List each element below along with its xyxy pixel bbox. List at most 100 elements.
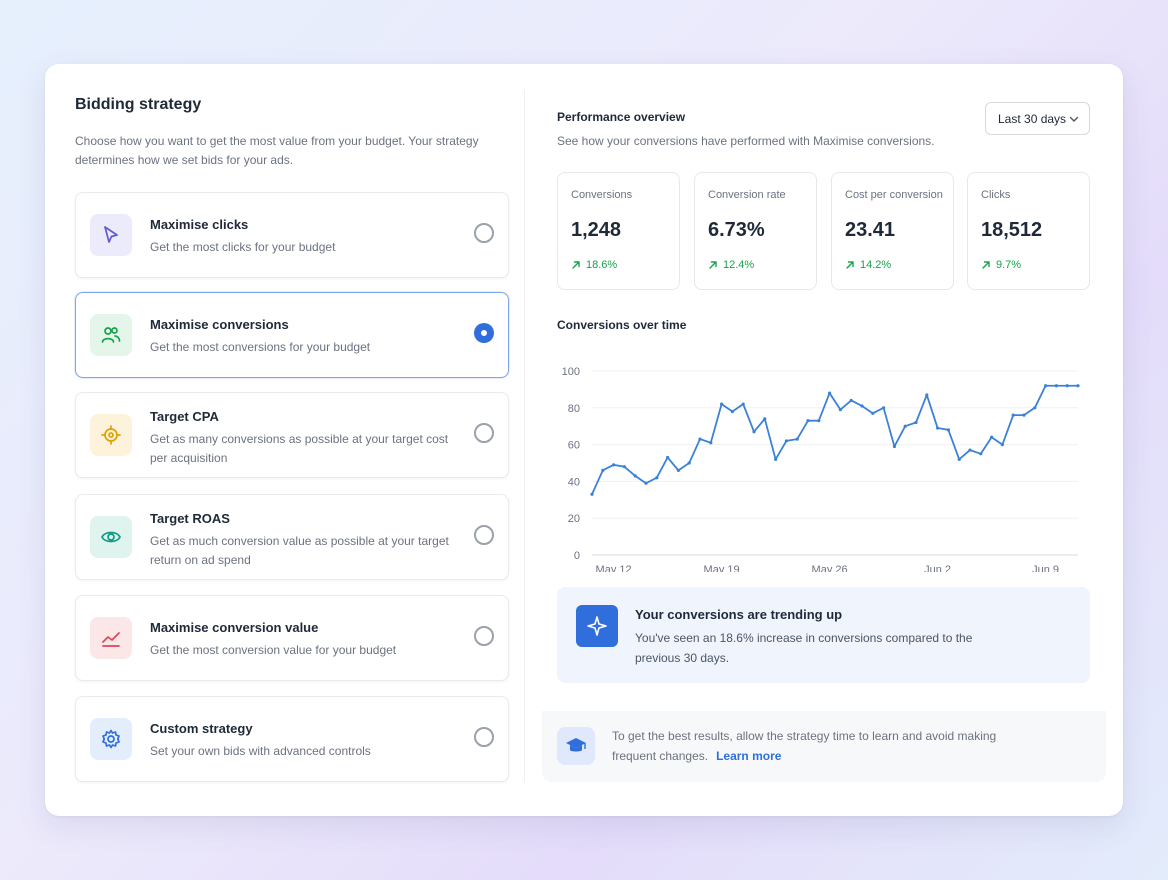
data-point (925, 393, 929, 397)
data-point (741, 402, 745, 406)
y-tick-label: 60 (568, 440, 580, 452)
data-point (1000, 443, 1004, 447)
y-tick-label: 0 (574, 550, 580, 562)
data-point (622, 465, 626, 469)
metric-card-clicks: Clicks 18,512 9.7% (967, 172, 1090, 290)
data-point (601, 468, 605, 472)
x-tick-label: Jun 9 (1032, 564, 1059, 572)
strategy-option-description: Get as much conversion value as possible… (150, 534, 449, 567)
gear-icon (90, 718, 132, 760)
strategy-radio[interactable] (474, 323, 494, 343)
strategy-option-title: Maximise conversion value (150, 620, 319, 635)
tip-banner: To get the best results, allow the strat… (542, 711, 1106, 782)
arrow-up-right-icon (846, 261, 854, 269)
strategy-option-description: Get the most clicks for your budget (150, 240, 336, 254)
data-point (795, 437, 799, 441)
data-point (990, 435, 994, 439)
arrow-up-right-icon (572, 261, 580, 269)
bidding-card: Bidding strategy Choose how you want to … (45, 64, 1123, 816)
data-point (590, 492, 594, 496)
strategy-option-title: Target ROAS (150, 511, 230, 526)
page-title: Bidding strategy (75, 96, 202, 113)
page-description: Choose how you want to get the most valu… (75, 134, 479, 167)
data-point (709, 441, 713, 445)
data-point (1076, 384, 1080, 388)
chevron-down-icon (1069, 116, 1079, 122)
data-point (698, 437, 702, 441)
metric-label: Conversion rate (708, 189, 786, 201)
data-point (1054, 384, 1058, 388)
metric-value: 1,248 (571, 219, 622, 241)
data-point (784, 439, 788, 443)
metric-change-value: 12.4% (723, 259, 755, 271)
insight-text: You've seen an 18.6% increase in convers… (635, 631, 973, 665)
strategy-option-title: Custom strategy (150, 721, 253, 736)
data-point (828, 391, 832, 395)
data-point (860, 404, 864, 408)
learn-more-link[interactable]: Learn more (716, 749, 782, 763)
data-point (838, 408, 842, 412)
x-tick-label: May 19 (704, 564, 740, 572)
data-point (612, 463, 616, 467)
metric-change-value: 9.7% (996, 259, 1022, 271)
trend-up-icon (90, 617, 132, 659)
metric-value: 6.73% (708, 219, 765, 241)
series-line (591, 384, 1079, 496)
strategy-radio[interactable] (474, 525, 494, 545)
tip-message: To get the best results, allow the strat… (612, 729, 997, 763)
data-point (882, 406, 886, 410)
data-point (936, 426, 940, 430)
strategy-radio[interactable] (474, 223, 494, 243)
data-point (774, 457, 778, 461)
data-point (806, 419, 810, 423)
arrow-up-right-icon (982, 261, 990, 269)
metric-change: 12.4% (708, 259, 754, 271)
strategy-option-title: Target CPA (150, 409, 219, 424)
strategy-radio[interactable] (474, 727, 494, 747)
strategy-option-target-cpa[interactable]: Target CPA Get as many conversions as pos… (75, 392, 509, 478)
sparkle-icon (576, 605, 618, 647)
performance-title: Performance overview (557, 110, 686, 124)
strategy-radio[interactable] (474, 626, 494, 646)
performance-subtitle: See how your conversions have performed … (557, 134, 935, 148)
strategy-radio[interactable] (474, 423, 494, 443)
strategy-option-maximise-clicks[interactable]: Maximise clicks Get the most clicks for y… (75, 192, 509, 278)
insight-card: Your conversions are trending up You've … (557, 587, 1090, 683)
strategy-option-target-roas[interactable]: Target ROAS Get as much conversion value … (75, 494, 509, 580)
strategy-option-maximise-conversions[interactable]: Maximise conversions Get the most convers… (75, 292, 509, 378)
strategy-option-maximise-conversion-value[interactable]: Maximise conversion value Get the most co… (75, 595, 509, 681)
users-icon (90, 314, 132, 356)
data-point (1022, 413, 1026, 417)
data-point (752, 430, 756, 434)
data-point (914, 420, 918, 425)
metric-change: 14.2% (845, 259, 891, 271)
data-point (892, 444, 896, 449)
data-point (644, 481, 648, 485)
data-point (730, 409, 734, 414)
y-tick-label: 20 (568, 513, 580, 525)
data-point (903, 424, 907, 428)
chart-title: Conversions over time (557, 318, 687, 332)
data-point (957, 457, 961, 461)
metric-change-value: 18.6% (586, 259, 618, 271)
metric-change: 9.7% (981, 259, 1021, 271)
cursor-icon (90, 214, 132, 256)
metric-card-cost-per-conversion: Cost per conversion 23.41 14.2% (831, 172, 954, 290)
date-range-dropdown[interactable]: Last 30 days (985, 102, 1090, 135)
data-point (1044, 384, 1048, 388)
data-point (946, 428, 950, 432)
x-tick-label: May 26 (812, 564, 848, 572)
data-point (666, 455, 670, 460)
x-tick-label: Jun 2 (924, 564, 951, 572)
y-tick-label: 40 (568, 476, 580, 488)
strategy-option-custom-strategy[interactable]: Custom strategy Set your own bids with ad… (75, 696, 509, 782)
x-tick-label: May 12 (596, 564, 632, 572)
data-point (633, 474, 637, 478)
data-point (1033, 406, 1037, 410)
insight-title: Your conversions are trending up (635, 607, 843, 622)
data-point (1065, 384, 1069, 388)
strategy-option-description: Set your own bids with advanced controls (150, 744, 371, 758)
metric-label: Cost per conversion (845, 189, 943, 201)
metric-label: Conversions (571, 189, 633, 201)
metric-change: 18.6% (571, 259, 617, 271)
